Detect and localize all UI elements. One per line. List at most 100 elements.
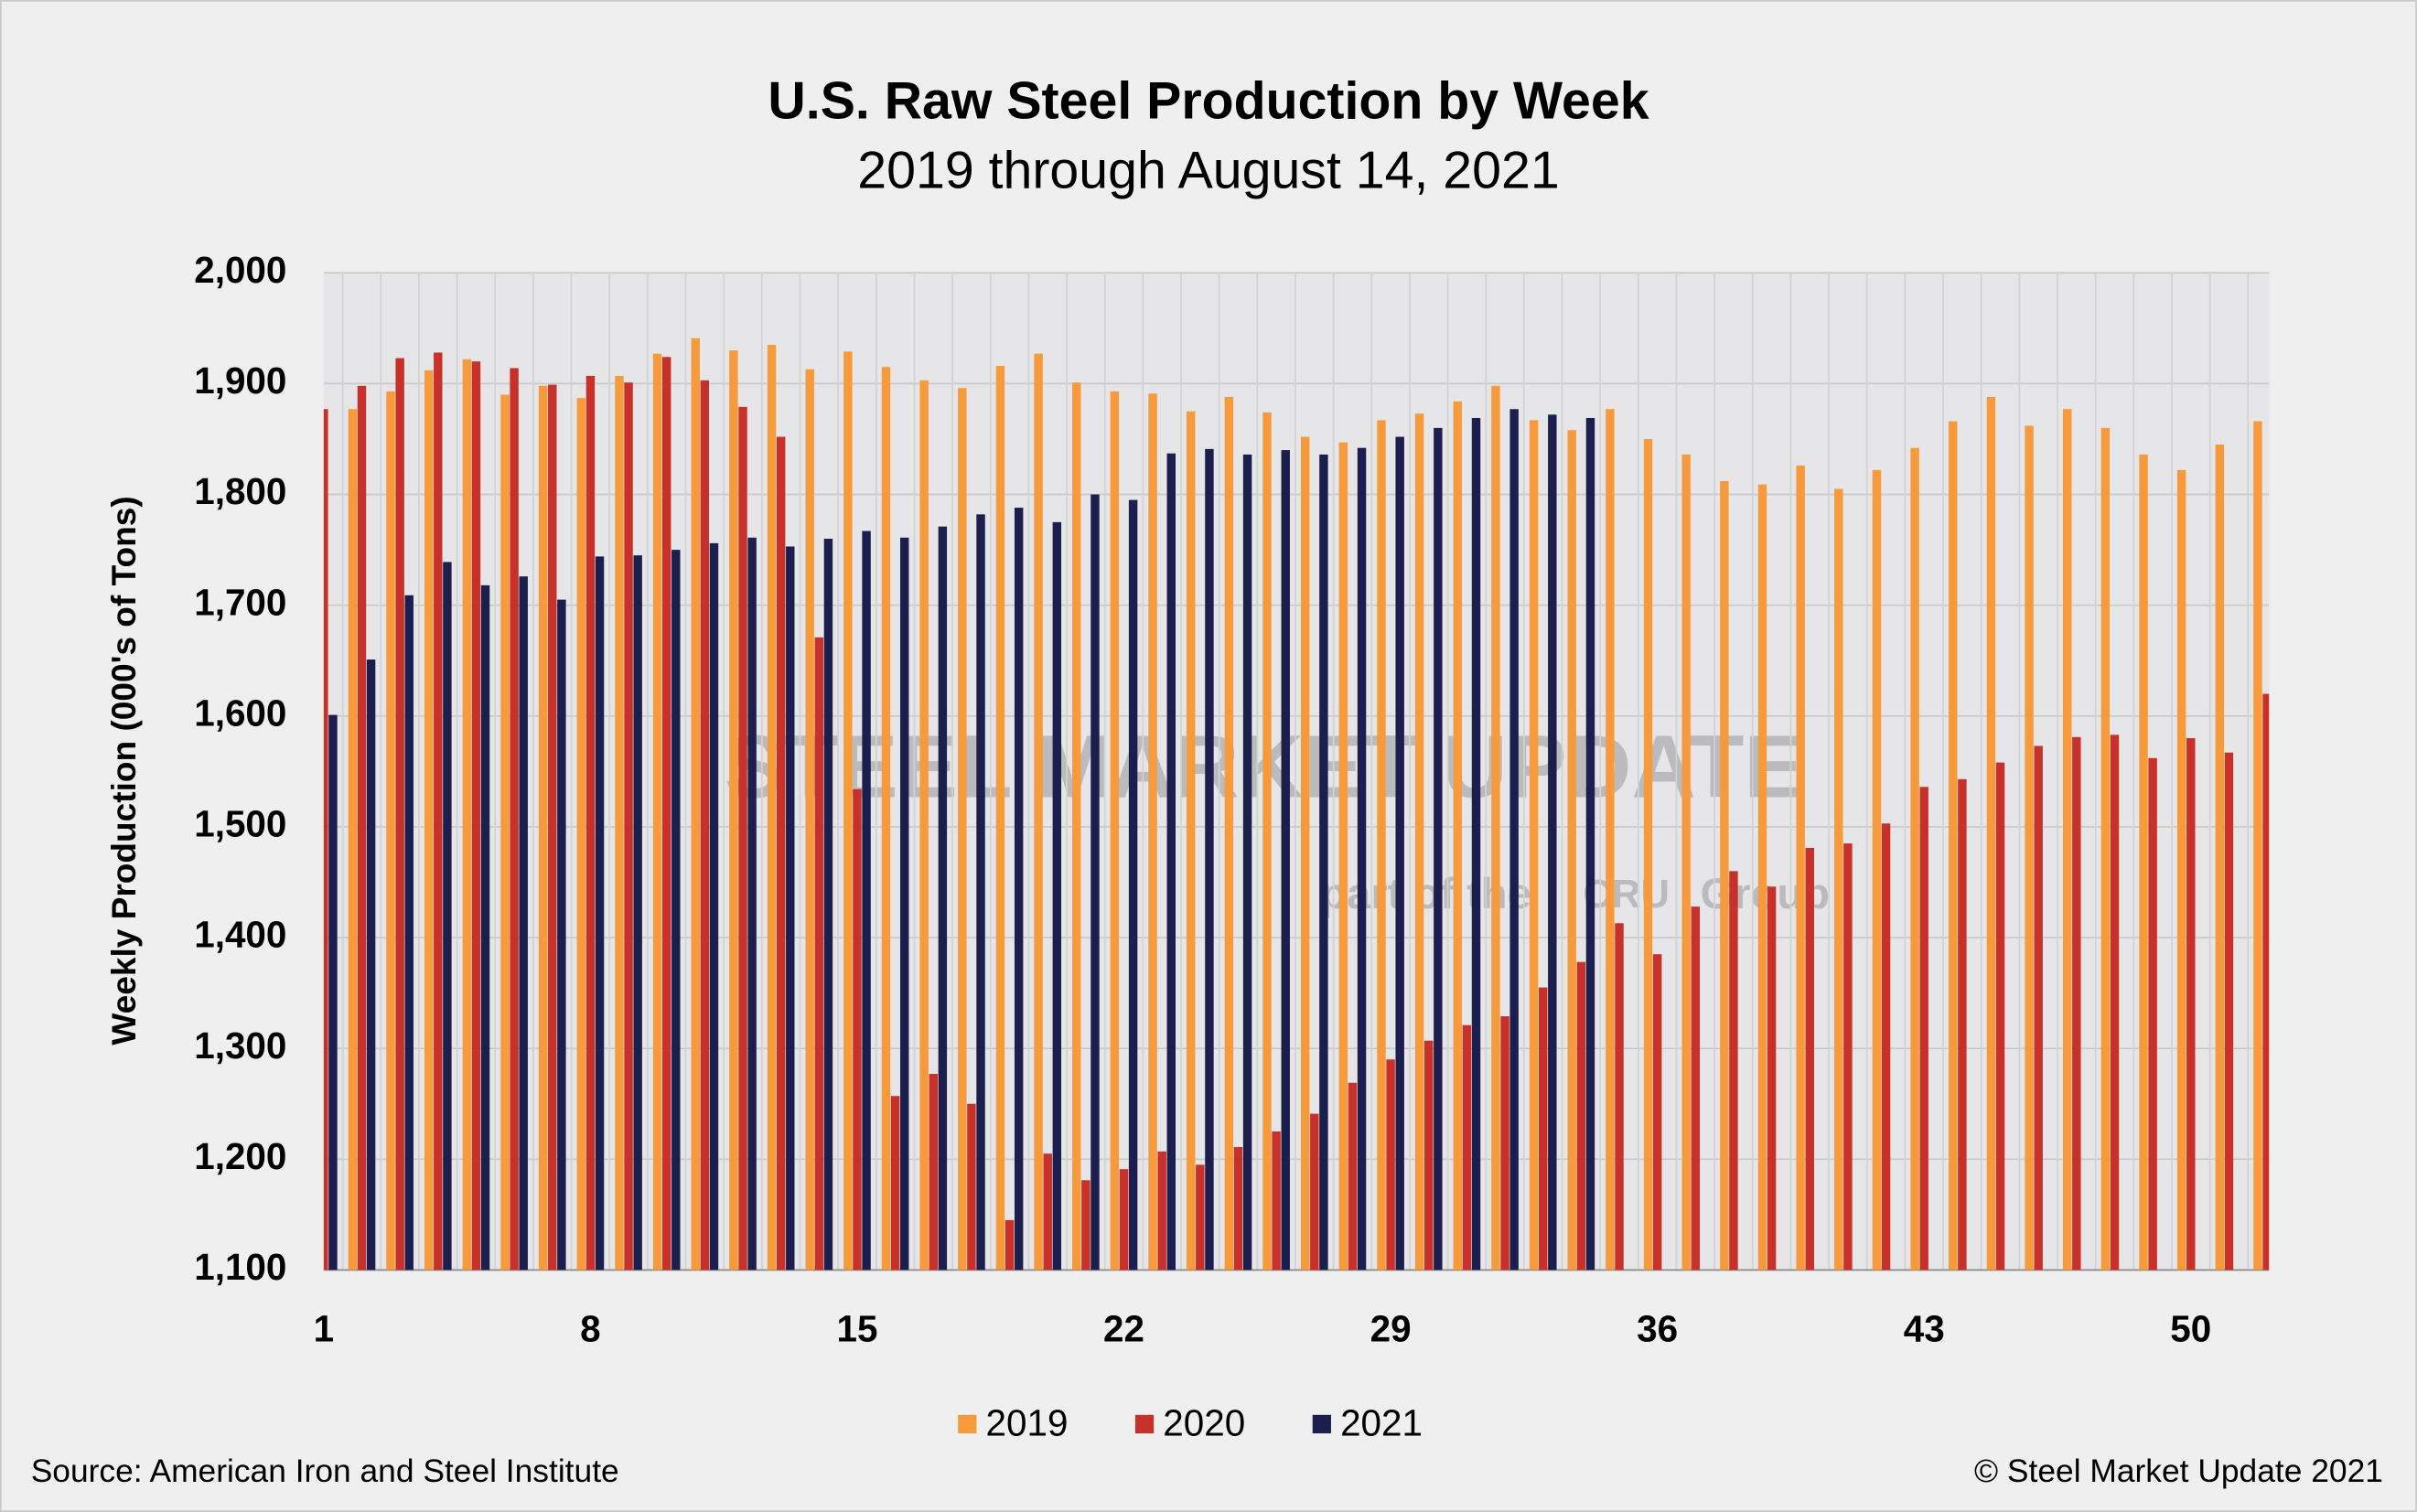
bar: [1110, 391, 1120, 1271]
legend-swatch: [1312, 1414, 1331, 1434]
bar: [323, 409, 328, 1271]
bar: [776, 436, 786, 1271]
bar: [1348, 1082, 1358, 1271]
legend-label: 2020: [1163, 1401, 1245, 1443]
bar: [2215, 445, 2225, 1271]
bar: [1949, 421, 1958, 1271]
y-tick-label: 1,300: [194, 1024, 286, 1067]
bar: [395, 358, 404, 1271]
bar: [1585, 417, 1595, 1271]
bar: [1205, 448, 1214, 1271]
bar: [1462, 1024, 1472, 1271]
bar: [2100, 427, 2111, 1271]
bar: [1548, 414, 1557, 1271]
bar: [1310, 1113, 1319, 1271]
y-tick-label: 1,100: [194, 1246, 286, 1288]
bar: [671, 550, 681, 1271]
bar: [480, 584, 490, 1271]
bar: [652, 353, 662, 1271]
bar: [1872, 469, 1882, 1271]
y-tick-label: 1,200: [194, 1135, 286, 1177]
bar: [2034, 745, 2043, 1271]
bar: [1606, 409, 1615, 1271]
bar: [1281, 450, 1290, 1271]
bar: [2072, 736, 2081, 1271]
x-tick-label: 15: [836, 1308, 877, 1350]
bar: [1052, 521, 1062, 1271]
bar: [1681, 454, 1691, 1271]
bar: [357, 385, 367, 1271]
bar: [1119, 1169, 1129, 1271]
bar: [1691, 906, 1701, 1271]
watermark-text: CRU: [1583, 872, 1670, 917]
bar: [1757, 484, 1767, 1271]
bar: [624, 382, 633, 1271]
bar: [2063, 409, 2072, 1271]
bar: [1491, 385, 1500, 1271]
bar: [1567, 430, 1576, 1271]
legend-label: 2019: [986, 1401, 1069, 1443]
bar: [1300, 436, 1310, 1271]
y-tick-label: 1,900: [194, 359, 286, 402]
bar: [2253, 421, 2262, 1271]
x-tick-label: 50: [2170, 1308, 2211, 1350]
bar: [1834, 488, 1843, 1271]
bar: [1148, 393, 1157, 1271]
bar: [1377, 420, 1386, 1271]
bar: [929, 1074, 938, 1271]
bar: [2224, 752, 2234, 1271]
bar: [786, 546, 795, 1271]
bar: [747, 537, 757, 1271]
bar: [462, 359, 472, 1271]
y-axis-label: Weekly Production (000's of Tons): [104, 496, 143, 1045]
bar: [434, 352, 443, 1271]
y-tick-label: 1,400: [194, 914, 286, 956]
bar: [1338, 442, 1348, 1271]
bar: [510, 368, 519, 1271]
bar: [1471, 417, 1481, 1271]
bar: [471, 361, 481, 1271]
bar: [1995, 762, 2005, 1271]
y-tick-label: 1,600: [194, 692, 286, 734]
bar: [1187, 411, 1196, 1271]
bar: [1843, 843, 1853, 1271]
copyright: © Steel Market Update 2021: [1974, 1453, 2383, 1489]
bar: [2139, 454, 2148, 1271]
bar: [1386, 1059, 1395, 1271]
bar: [862, 531, 871, 1271]
bar: [1576, 961, 1586, 1271]
bar: [348, 409, 358, 1271]
bar: [1262, 412, 1272, 1271]
x-tick-label: 1: [314, 1308, 334, 1350]
y-tick-label: 2,000: [194, 249, 286, 291]
bar: [1767, 886, 1777, 1271]
bar: [1090, 494, 1100, 1271]
bar: [843, 351, 853, 1271]
bar: [538, 385, 548, 1271]
chart-subtitle: 2019 through August 14, 2021: [857, 142, 1559, 200]
bar: [976, 514, 985, 1271]
bar: [1453, 401, 1463, 1271]
bar: [995, 366, 1005, 1271]
bar: [1796, 466, 1805, 1271]
bar: [853, 788, 862, 1271]
bar: [404, 595, 414, 1271]
bar: [1434, 427, 1443, 1271]
bar: [729, 350, 738, 1271]
bar: [919, 380, 929, 1271]
legend-swatch: [1134, 1414, 1155, 1434]
bar: [1166, 453, 1176, 1271]
y-tick-label: 1,700: [194, 581, 286, 623]
x-tick-label: 8: [580, 1308, 600, 1350]
bar: [1072, 382, 1081, 1271]
bar: [967, 1103, 976, 1271]
bar: [958, 388, 967, 1271]
bar: [2110, 735, 2120, 1271]
bar: [1043, 1153, 1052, 1271]
bar: [1224, 396, 1234, 1271]
bar: [709, 542, 719, 1271]
bar: [900, 537, 909, 1271]
bar: [1034, 353, 1043, 1271]
